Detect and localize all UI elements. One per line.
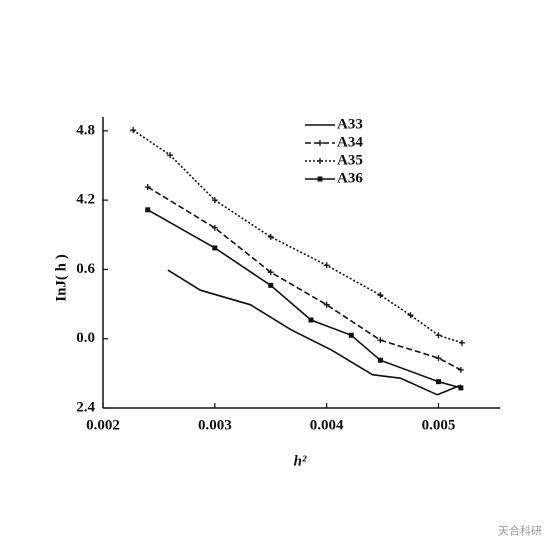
series-line xyxy=(167,269,462,396)
legend-label: A34 xyxy=(337,134,363,150)
marker xyxy=(267,233,274,240)
marker xyxy=(211,224,218,231)
marker xyxy=(323,301,330,308)
legend-label: A36 xyxy=(337,170,363,186)
marker xyxy=(435,379,441,385)
marker xyxy=(267,269,274,276)
legend-marker xyxy=(317,140,323,146)
series-line xyxy=(147,186,462,371)
marker xyxy=(348,332,354,338)
marker xyxy=(458,385,464,391)
marker xyxy=(308,317,314,323)
y-axis-label: InJ( h ) xyxy=(53,254,69,302)
legend-marker xyxy=(317,158,323,164)
marker xyxy=(268,282,274,288)
y-tick-label: 4.8 xyxy=(76,122,95,138)
legend-label: A33 xyxy=(337,116,363,132)
marker xyxy=(377,357,383,363)
marker xyxy=(167,152,174,159)
marker xyxy=(377,292,384,299)
y-tick-label: 0.6 xyxy=(76,261,95,277)
marker xyxy=(145,207,151,213)
series-line xyxy=(132,129,463,344)
legend-marker xyxy=(317,176,323,182)
x-axis-label: h² xyxy=(294,453,307,469)
x-tick-label: 0.004 xyxy=(310,417,344,433)
y-tick-label: 4.2 xyxy=(76,192,95,208)
marker xyxy=(144,183,151,190)
series-line xyxy=(147,209,462,389)
marker xyxy=(407,312,414,319)
x-tick-label: 0.002 xyxy=(86,417,120,433)
marker xyxy=(377,337,384,344)
x-tick-label: 0.003 xyxy=(198,417,232,433)
marker xyxy=(212,245,218,251)
marker xyxy=(435,332,442,339)
y-tick-label: 2.4 xyxy=(76,399,95,415)
legend-label: A35 xyxy=(337,152,363,168)
marker xyxy=(130,127,137,134)
marker xyxy=(458,339,465,346)
marker xyxy=(435,355,442,362)
marker xyxy=(323,262,330,269)
y-tick-label: 0.0 xyxy=(76,330,95,346)
marker xyxy=(457,366,464,373)
watermark: 天合科研 xyxy=(498,524,542,538)
x-tick-label: 0.005 xyxy=(422,417,456,433)
marker xyxy=(211,197,218,204)
